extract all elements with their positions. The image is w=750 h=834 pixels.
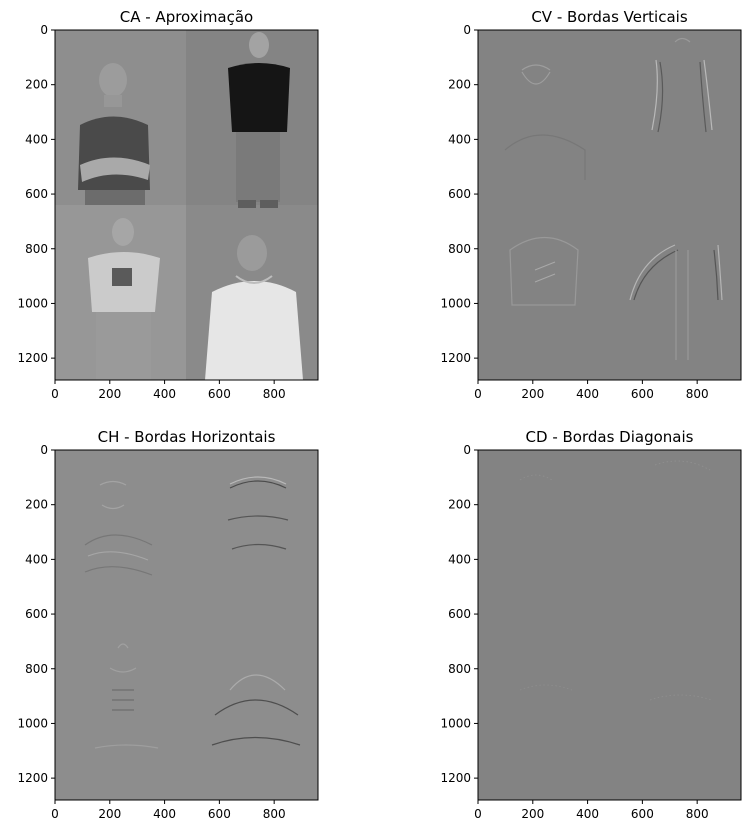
subplot-cv: CV - Bordas Verticais (477, 8, 742, 381)
y-tick-label: 0 (463, 443, 471, 457)
subplot-cd: CD - Bordas Diagonais (477, 428, 742, 801)
y-tick-label: 1000 (440, 296, 471, 310)
y-tick-label: 200 (25, 498, 48, 512)
x-tick-label: 200 (98, 807, 121, 821)
y-tick-label: 400 (448, 552, 471, 566)
y-tick-label: 800 (25, 242, 48, 256)
y-tick-label: 600 (448, 607, 471, 621)
subplot-ch: CH - Bordas Horizontais (54, 428, 319, 801)
x-tick-label: 600 (208, 807, 231, 821)
image-ca (55, 30, 318, 380)
x-tick-label: 800 (263, 807, 286, 821)
chart-title: CA - Aproximação (120, 8, 253, 26)
x-tick-label: 0 (474, 807, 482, 821)
x-tick-label: 600 (631, 387, 654, 401)
subplot-ca: CA - Aproximação (54, 8, 319, 381)
person-top-left (78, 63, 150, 205)
y-tick-label: 400 (25, 552, 48, 566)
y-tick-label: 1200 (17, 351, 48, 365)
x-tick-label: 800 (686, 387, 709, 401)
y-tick-label: 0 (40, 23, 48, 37)
x-tick-label: 400 (153, 387, 176, 401)
y-tick-label: 200 (448, 498, 471, 512)
x-tick-label: 800 (686, 807, 709, 821)
image-cv (478, 30, 741, 380)
x-tick-label: 600 (631, 807, 654, 821)
y-tick-label: 200 (25, 78, 48, 92)
chart-title: CH - Bordas Horizontais (98, 428, 276, 446)
image-cd (478, 450, 741, 800)
x-tick-label: 400 (153, 807, 176, 821)
x-tick-label: 600 (208, 387, 231, 401)
y-tick-label: 600 (25, 187, 48, 201)
axis-ticks: 0 200 400 600 800 0 200 400 600 800 1000 1200 0 200 40… (17, 23, 708, 821)
y-tick-label: 0 (40, 443, 48, 457)
y-tick-label: 0 (463, 23, 471, 37)
x-tick-label: 200 (521, 387, 544, 401)
y-tick-label: 400 (448, 132, 471, 146)
y-tick-label: 1000 (440, 716, 471, 730)
x-tick-label: 0 (51, 807, 59, 821)
x-tick-label: 200 (521, 807, 544, 821)
y-tick-label: 1200 (440, 771, 471, 785)
y-tick-label: 200 (448, 78, 471, 92)
x-tick-label: 0 (51, 387, 59, 401)
x-tick-label: 400 (576, 387, 599, 401)
person-bottom-right (205, 235, 303, 380)
y-tick-label: 600 (25, 607, 48, 621)
chart-title: CV - Bordas Verticais (531, 8, 687, 26)
y-tick-label: 400 (25, 132, 48, 146)
image-ch (55, 450, 318, 800)
y-tick-label: 800 (448, 662, 471, 676)
x-tick-label: 400 (576, 807, 599, 821)
x-tick-label: 200 (98, 387, 121, 401)
y-tick-label: 1000 (17, 296, 48, 310)
person-top-right (228, 32, 290, 208)
y-tick-label: 800 (25, 662, 48, 676)
y-tick-label: 600 (448, 187, 471, 201)
y-tick-label: 1000 (17, 716, 48, 730)
chart-title: CD - Bordas Diagonais (526, 428, 694, 446)
y-tick-label: 1200 (17, 771, 48, 785)
y-tick-label: 800 (448, 242, 471, 256)
person-bottom-left (88, 218, 160, 380)
y-tick-label: 1200 (440, 351, 471, 365)
x-tick-label: 0 (474, 387, 482, 401)
x-tick-label: 800 (263, 387, 286, 401)
